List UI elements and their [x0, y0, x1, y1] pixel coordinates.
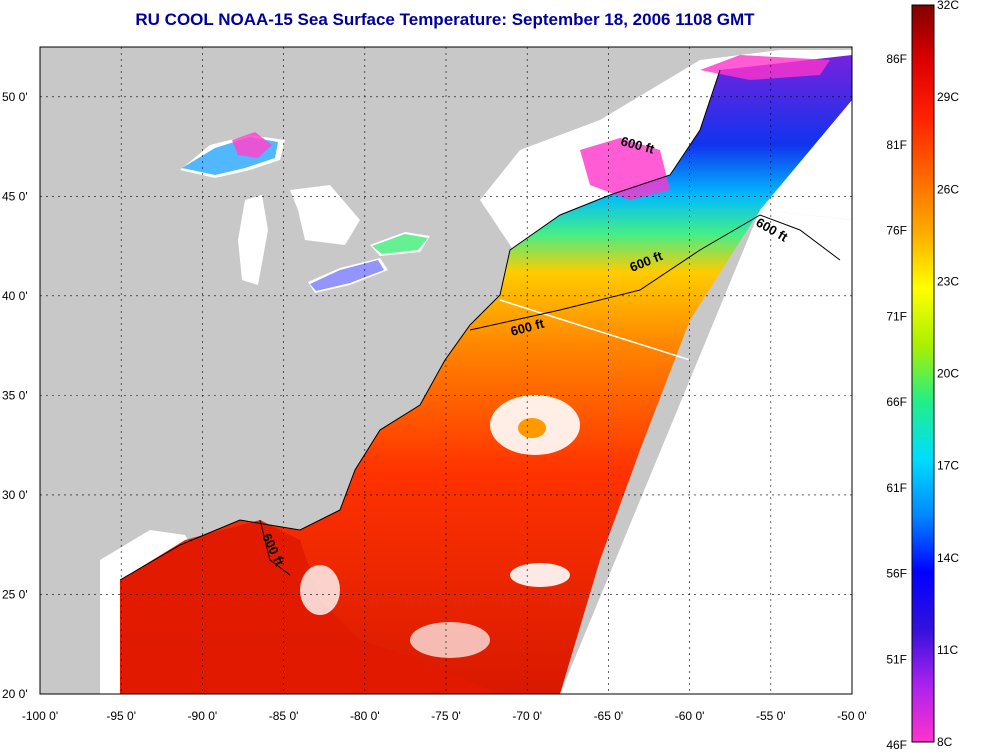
colorbar-celsius-label: 20C — [937, 367, 959, 381]
colorbar-fahrenheit-label: 46F — [886, 738, 907, 752]
colorbar — [911, 4, 935, 743]
y-axis: 20 0' 25 0' 30 0' 35 0' 40 0' 45 0' 50 0' — [2, 90, 28, 701]
y-tick-label: 25 0' — [2, 587, 28, 601]
colorbar-fahrenheit-label: 81F — [886, 138, 907, 152]
sst-swath — [120, 55, 852, 694]
sst-lake-erie — [310, 260, 384, 291]
x-axis: -100 0' -95 0' -90 0' -85 0' -80 0' -75 0' -70… — [22, 709, 867, 723]
y-tick-label: 40 0' — [2, 289, 28, 303]
sst-lake-superior-pink — [232, 132, 272, 158]
colorbar-fahrenheit-label: 71F — [886, 309, 907, 323]
hurricane-eye — [518, 418, 546, 438]
x-tick-label: -65 0' — [594, 709, 624, 723]
nodata-atlantic-east — [560, 210, 852, 694]
colorbar-fahrenheit-label: 76F — [886, 224, 907, 238]
colorbar-celsius-label: 17C — [937, 459, 959, 473]
y-tick-label: 35 0' — [2, 388, 28, 402]
x-tick-label: -75 0' — [431, 709, 461, 723]
coastline — [119, 69, 721, 581]
x-tick-label: -85 0' — [269, 709, 299, 723]
colorbar-fahrenheit-label: 66F — [886, 395, 907, 409]
sst-labrador — [700, 55, 830, 80]
colorbar-fahrenheit-label: 51F — [886, 652, 907, 666]
colorbar-celsius-label: 32C — [937, 0, 959, 12]
colorbar-celsius-label: 23C — [937, 274, 959, 288]
plot-frame — [39, 46, 853, 695]
lake-michigan — [238, 195, 268, 285]
sst-gulf-stlawrence — [580, 138, 670, 200]
x-tick-label: -55 0' — [756, 709, 786, 723]
y-tick-label: 45 0' — [2, 189, 28, 203]
colorbar-labels: 32C 29C 26C 23C 20C 17C 14C 11C 8C 86F 81F 76F 71F 66… — [886, 0, 959, 752]
colorbar-fahrenheit-label: 86F — [886, 52, 907, 66]
map-title: RU COOL NOAA-15 Sea Surface Temperature:… — [135, 10, 755, 29]
y-tick-label: 30 0' — [2, 488, 28, 502]
y-tick-label: 50 0' — [2, 90, 28, 104]
colorbar-celsius-label: 11C — [937, 643, 958, 657]
colorbar-fahrenheit-label: 61F — [886, 481, 907, 495]
cloud-patch — [510, 563, 570, 587]
lake-huron — [290, 185, 360, 245]
map-plot-area — [40, 47, 852, 694]
x-tick-label: -90 0' — [188, 709, 218, 723]
x-tick-label: -100 0' — [22, 709, 58, 723]
x-tick-label: -95 0' — [106, 709, 136, 723]
swath-seam — [499, 299, 691, 361]
cloud-patch — [410, 622, 490, 658]
x-tick-label: -80 0' — [350, 709, 380, 723]
colorbar-celsius-label: 8C — [937, 735, 953, 749]
colorbar-celsius-label: 14C — [937, 551, 959, 565]
y-tick-label: 20 0' — [2, 687, 28, 701]
colorbar-fahrenheit-label: 56F — [886, 567, 907, 581]
x-tick-label: -60 0' — [675, 709, 705, 723]
cloud-patch — [300, 565, 340, 615]
colorbar-celsius-label: 29C — [937, 90, 959, 104]
colorbar-celsius-label: 26C — [937, 182, 959, 196]
x-tick-label: -70 0' — [512, 709, 542, 723]
sst-lake-ontario — [372, 234, 428, 254]
x-tick-label: -50 0' — [837, 709, 867, 723]
